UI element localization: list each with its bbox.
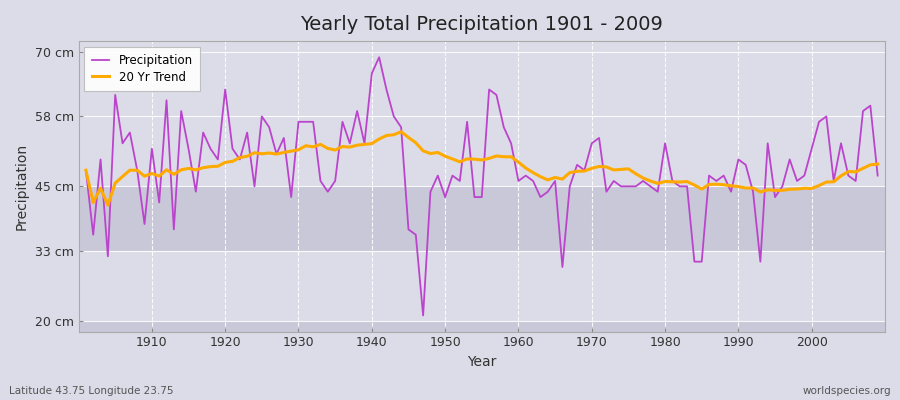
Line: 20 Yr Trend: 20 Yr Trend [86,132,878,205]
Precipitation [80,168,91,173]
20 Yr Trend [80,168,91,173]
Precipitation [345,141,356,146]
Precipitation [527,178,538,183]
20 Yr Trend [527,170,538,175]
Precipitation [616,184,626,189]
Bar [78,41,885,116]
Precipitation [520,173,531,178]
20 Yr Trend [872,162,883,166]
Precipitation [872,173,883,178]
Bar [78,186,885,251]
Bar [78,321,885,332]
Precipitation [140,222,150,226]
X-axis label: Year: Year [467,355,497,369]
20 Yr Trend [520,166,531,170]
20 Yr Trend [308,144,319,149]
Precipitation [301,119,311,124]
Bar [78,116,885,186]
Precipitation [374,55,384,60]
Y-axis label: Precipitation: Precipitation [15,143,29,230]
20 Yr Trend [103,203,113,208]
Line: Precipitation: Precipitation [86,57,878,316]
20 Yr Trend [352,143,363,148]
Precipitation [418,313,428,318]
20 Yr Trend [396,129,407,134]
Legend: Precipitation, 20 Yr Trend: Precipitation, 20 Yr Trend [85,47,200,91]
Text: worldspecies.org: worldspecies.org [803,386,891,396]
Text: Latitude 43.75 Longitude 23.75: Latitude 43.75 Longitude 23.75 [9,386,174,396]
20 Yr Trend [147,171,158,176]
Title: Yearly Total Precipitation 1901 - 2009: Yearly Total Precipitation 1901 - 2009 [301,15,663,34]
20 Yr Trend [616,167,626,172]
Bar [78,251,885,321]
